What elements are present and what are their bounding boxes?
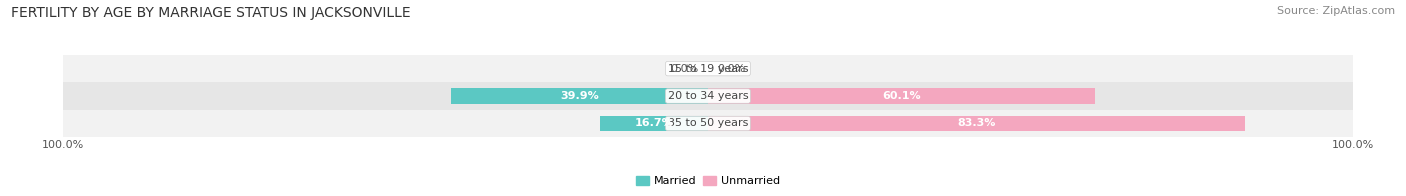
Bar [63, 55, 1353, 82]
Bar [707, 115, 1244, 132]
Text: 0.0%: 0.0% [671, 64, 699, 74]
Bar [707, 88, 1095, 104]
Text: Source: ZipAtlas.com: Source: ZipAtlas.com [1277, 6, 1395, 16]
Text: 16.7%: 16.7% [634, 118, 673, 129]
Bar [600, 115, 707, 132]
Text: 0.0%: 0.0% [717, 64, 745, 74]
Legend: Married, Unmarried: Married, Unmarried [631, 172, 785, 191]
Text: 15 to 19 years: 15 to 19 years [668, 64, 748, 74]
Text: 60.1%: 60.1% [883, 91, 921, 101]
Text: FERTILITY BY AGE BY MARRIAGE STATUS IN JACKSONVILLE: FERTILITY BY AGE BY MARRIAGE STATUS IN J… [11, 6, 411, 20]
Bar [63, 82, 1353, 110]
Text: 20 to 34 years: 20 to 34 years [668, 91, 748, 101]
Text: 39.9%: 39.9% [560, 91, 599, 101]
Bar [451, 88, 707, 104]
Text: 83.3%: 83.3% [957, 118, 995, 129]
Bar [63, 110, 1353, 137]
Text: 35 to 50 years: 35 to 50 years [668, 118, 748, 129]
